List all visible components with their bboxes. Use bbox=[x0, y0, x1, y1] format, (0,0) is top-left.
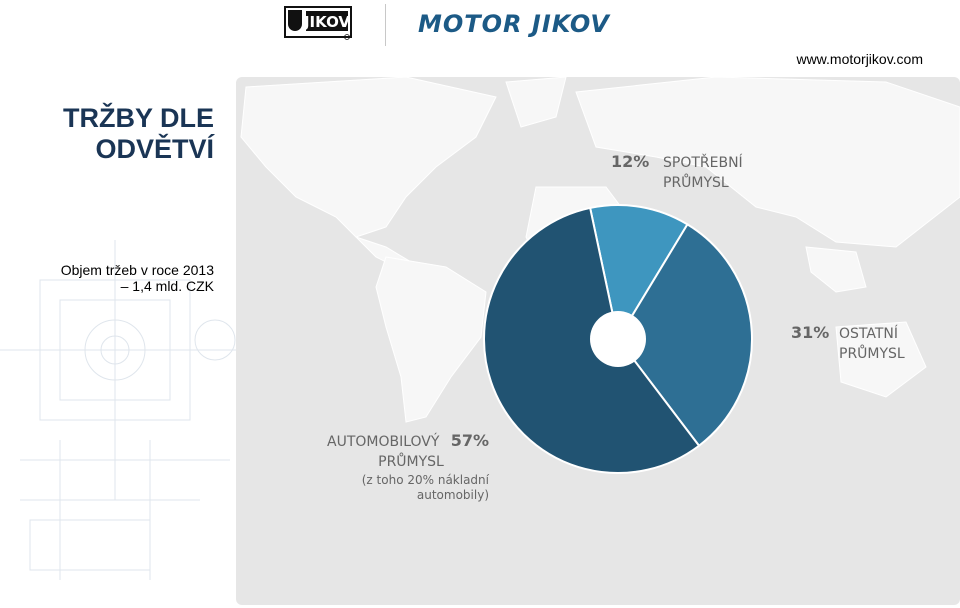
pie-center-hole bbox=[590, 311, 646, 367]
world-map bbox=[240, 77, 960, 423]
jikov-logo: JIKOV bbox=[284, 6, 352, 40]
sales-volume-line-1: Objem tržeb v roce 2013 bbox=[60, 262, 214, 278]
technical-drawing-background bbox=[0, 240, 240, 580]
pie-name-label-2-2: PRŮMYSL bbox=[839, 344, 905, 362]
pie-note-label-2: automobily) bbox=[417, 488, 489, 502]
sales-volume-line-2: – 1,4 mld. CZK bbox=[120, 278, 214, 294]
website-link[interactable]: www.motorjikov.com bbox=[796, 51, 923, 67]
world-map-panel: 12% SPOTŘEBNÍ PRŮMYSL 31% OSTATNÍ PRŮMYSL 57% A… bbox=[236, 77, 960, 605]
greenland-shape bbox=[505, 77, 567, 128]
pie-name-label-3-1: AUTOMOBILOVÝ bbox=[327, 433, 440, 450]
page-title: TRŽBY DLE ODVĚTVÍ bbox=[63, 103, 214, 165]
logo-divider bbox=[385, 4, 386, 46]
south-america-shape bbox=[375, 256, 487, 423]
pie-note-label-1: (z toho 20% nákladní bbox=[362, 473, 490, 487]
pie-name-label-3-2: PRŮMYSL bbox=[378, 452, 444, 470]
australia-shape bbox=[835, 321, 927, 398]
title-line-1: TRŽBY DLE bbox=[62, 103, 214, 133]
pie-name-label-2-1: OSTATNÍ bbox=[839, 325, 898, 342]
pie-slice-2 bbox=[616, 223, 753, 448]
pie-name-label-1-1: SPOTŘEBNÍ bbox=[663, 154, 743, 171]
title-line-2: ODVĚTVÍ bbox=[95, 134, 214, 164]
southeast-asia-shape bbox=[805, 246, 867, 293]
pie-pct-label-2: 31% bbox=[791, 323, 829, 342]
eurasia-shape bbox=[575, 77, 960, 248]
north-america-shape bbox=[240, 77, 497, 238]
pie-slice-1 bbox=[588, 204, 689, 342]
pie-pct-label-1: 12% bbox=[611, 152, 649, 171]
jikov-logo-text: JIKOV bbox=[303, 13, 350, 31]
sales-volume-text: Objem tržeb v roce 2013 – 1,4 mld. CZK bbox=[61, 262, 214, 294]
pie-pct-label-3: 57% bbox=[451, 431, 489, 450]
pie-name-label-1-2: PRŮMYSL bbox=[663, 173, 729, 191]
motor-jikov-logo: MOTOR JIKOV bbox=[418, 10, 610, 38]
sales-pie-chart: 12% SPOTŘEBNÍ PRŮMYSL 31% OSTATNÍ PRŮMYSL 57% A… bbox=[327, 152, 905, 502]
